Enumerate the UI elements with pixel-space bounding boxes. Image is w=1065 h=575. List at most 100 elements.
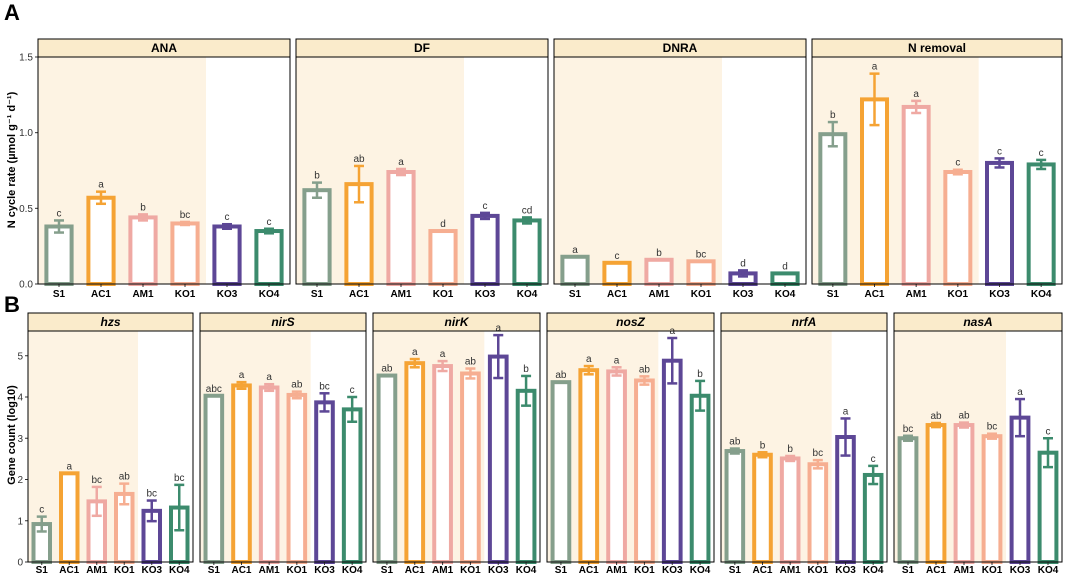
significance-letter: a (1017, 387, 1023, 398)
plot-area: ANA0.00.51.01.5cS1aAC1bAM1bcKO1cKO3cKO4D… (17, 38, 1063, 575)
significance-letter: d (740, 258, 746, 269)
significance-letter: c (225, 212, 230, 223)
x-tick-label: KO1 (982, 565, 1003, 575)
x-tick-label: KO1 (634, 565, 655, 575)
significance-letter: b (314, 171, 320, 182)
facet-nasa: nasA bc S1 ab AC1 ab AM1 bc KO1 a KO3 c KO4 (893, 312, 1063, 575)
x-tick-label: S1 (729, 565, 742, 575)
bar-ko4 (254, 229, 284, 287)
bar-ac1 (578, 368, 600, 564)
x-tick-label: AM1 (390, 289, 412, 300)
x-tick-label: AC1 (91, 289, 111, 300)
x-tick-label: S1 (569, 289, 582, 300)
facet-title: nasA (963, 315, 992, 329)
x-tick-label: KO3 (662, 565, 683, 575)
significance-letter: ab (930, 411, 942, 422)
bar-ko3 (314, 400, 335, 564)
y-tick-label: 0.0 (19, 280, 33, 291)
x-tick-label: AM1 (132, 289, 154, 300)
x-tick-label: S1 (53, 289, 66, 300)
x-tick-label: S1 (902, 565, 915, 575)
x-tick-label: AM1 (259, 565, 281, 575)
facet-title: nirK (445, 315, 470, 329)
significance-letter: a (98, 180, 104, 191)
x-tick-label: S1 (381, 565, 394, 575)
significance-letter: bc (180, 210, 191, 221)
x-tick-label: AM1 (906, 289, 928, 300)
x-tick-label: AM1 (606, 565, 628, 575)
significance-letter: b (697, 369, 703, 380)
facet-nirk: nirK ab S1 a AC1 a AM1 ab KO1 a KO3 b KO4 (372, 312, 541, 575)
x-tick-label: KO1 (460, 565, 481, 575)
x-tick-label: KO4 (342, 565, 363, 575)
bar-am1 (953, 423, 975, 564)
x-tick-label: AM1 (953, 565, 975, 575)
significance-letter: ab (381, 364, 393, 375)
facet-title: nirS (271, 315, 294, 329)
panel-letter-b: B (4, 292, 20, 317)
x-tick-label: KO3 (314, 565, 335, 575)
bar-ko4 (689, 393, 711, 565)
bar-ko1 (686, 259, 716, 286)
facet-border (372, 330, 541, 563)
x-tick-label: KO4 (1031, 289, 1052, 300)
bar-ko1 (981, 434, 1003, 564)
y-axis-label-gene-count: Gene count (log10) (6, 385, 18, 485)
significance-letter: a (572, 245, 578, 256)
significance-letter: ab (555, 370, 567, 381)
bar-am1 (128, 215, 158, 286)
bar-s1 (550, 380, 572, 564)
x-tick-label: S1 (36, 565, 49, 575)
significance-letter: c (57, 208, 62, 219)
significance-letter: b (140, 202, 146, 213)
significance-letter: c (350, 385, 355, 396)
significance-letter: bc (903, 424, 914, 435)
significance-letter: a (66, 461, 72, 472)
significance-letter: cd (522, 205, 533, 216)
facet-title: DF (414, 41, 430, 55)
facet-border (295, 56, 549, 285)
significance-letter: b (656, 248, 662, 259)
y-tick-label: 4 (17, 393, 23, 404)
significance-letter: ab (729, 437, 741, 448)
significance-letter: a (398, 157, 404, 168)
bar-ko1 (807, 462, 829, 564)
x-tick-label: AM1 (780, 565, 802, 575)
x-tick-label: KO3 (835, 565, 856, 575)
significance-letter: a (239, 370, 245, 381)
x-tick-label: KO4 (516, 565, 537, 575)
y-tick-label: 2 (17, 475, 23, 486)
bar-s1 (203, 393, 225, 565)
significance-letter: c (483, 201, 488, 212)
facet-border (199, 330, 367, 563)
facet-title: hzs (100, 315, 120, 329)
facet-border (720, 330, 888, 563)
x-tick-label: KO1 (948, 289, 969, 300)
bar-ko1 (428, 229, 458, 287)
bar-ko3 (985, 160, 1014, 286)
x-tick-label: AC1 (231, 565, 251, 575)
significance-letter: d (782, 261, 788, 272)
bar-am1 (644, 257, 674, 286)
significance-letter: bc (813, 448, 824, 459)
facet-ana: ANA 0.0 0.5 1.0 1.5 c S1 a AC1 b AM1 bc KO1 c KO3 c KO4 (19, 38, 291, 300)
facet-border (27, 330, 194, 563)
bar-s1 (560, 254, 590, 287)
bar-ko1 (286, 392, 308, 564)
bar-ko4 (1037, 450, 1059, 564)
bar-ko1 (170, 221, 200, 286)
significance-letter: c (267, 217, 272, 228)
x-tick-label: AM1 (648, 289, 670, 300)
significance-letter: c (997, 146, 1002, 157)
significance-letter: c (871, 454, 876, 465)
y-axis-label-rate: N cycle rate (µmol g⁻¹ d⁻¹) (6, 91, 18, 228)
significance-letter: bc (319, 381, 330, 392)
bar-ko4 (1026, 162, 1056, 287)
x-tick-label: KO4 (863, 565, 884, 575)
facet-nirs: nirS abc S1 a AC1 a AM1 ab KO1 bc KO3 c KO4 (199, 312, 367, 575)
significance-letter: c (955, 158, 960, 169)
bar-am1 (901, 104, 931, 286)
x-tick-label: AM1 (432, 565, 454, 575)
bar-ko4 (515, 388, 537, 564)
x-tick-label: AC1 (926, 565, 946, 575)
